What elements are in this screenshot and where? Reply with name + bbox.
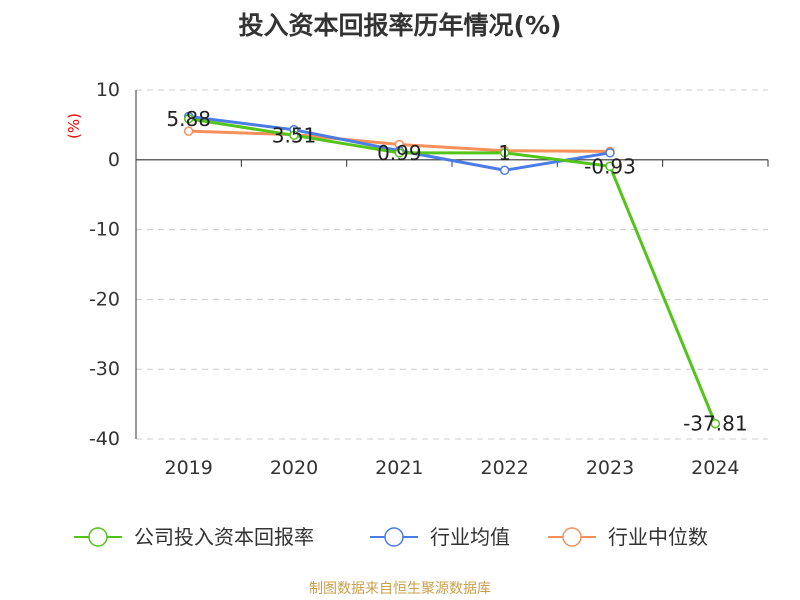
- data-point: [605, 161, 615, 172]
- series-line: [188, 117, 717, 425]
- data-point: [394, 148, 405, 158]
- data-label: 1: [498, 141, 511, 165]
- data-point: [605, 148, 615, 158]
- legend: 公司投入资本回报率 行业均值 行业中位数: [74, 525, 708, 549]
- y-tick-label: -10: [89, 219, 120, 241]
- data-source-note: 制图数据来自恒生聚源数据库: [309, 581, 491, 597]
- data-point: [183, 126, 194, 136]
- x-tick-label: 2024: [691, 457, 739, 479]
- data-point: [499, 148, 510, 158]
- legend-item: 公司投入资本回报率: [74, 525, 314, 549]
- legend-marker: [88, 527, 108, 547]
- x-tick-label: 2020: [270, 457, 318, 479]
- series-layer: [183, 111, 721, 429]
- data-point: [183, 114, 194, 124]
- legend-marker: [384, 527, 404, 547]
- data-label: -0.93: [584, 154, 636, 178]
- legend-label: 行业均值: [430, 525, 510, 549]
- data-point: [289, 130, 299, 141]
- y-tick-label: 10: [96, 79, 120, 101]
- x-tick-label: 2023: [586, 457, 634, 479]
- legend-label: 行业中位数: [608, 525, 708, 549]
- data-label: -37.81: [683, 412, 747, 436]
- data-point: [499, 165, 510, 176]
- x-tick-label: 2022: [480, 457, 528, 479]
- y-tick-label: 0: [108, 149, 120, 171]
- x-tick-label: 2021: [375, 457, 423, 479]
- chart-title: 投入资本回报率历年情况(%): [238, 11, 562, 40]
- y-tick-label: -20: [89, 288, 120, 310]
- legend-item: 行业均值: [370, 525, 510, 549]
- data-point: [710, 418, 721, 429]
- data-labels: 5.88 3.51 0.99 1 -0.93 -37.81: [166, 107, 747, 436]
- grid: [136, 89, 768, 440]
- legend-label: 公司投入资本回报率: [134, 525, 314, 549]
- data-label: 0.99: [377, 141, 422, 165]
- y-tick-label: -40: [89, 428, 120, 450]
- data-label: 5.88: [166, 107, 211, 131]
- y-tick-label: -30: [89, 358, 120, 380]
- data-label: 3.51: [272, 123, 317, 147]
- axes: 10 0 -10 -20 -30 -40 2019 2020 2021 2022 2023 2024 (…: [65, 79, 769, 479]
- x-tick-label: 2019: [164, 457, 212, 479]
- legend-item: 行业中位数: [548, 525, 708, 549]
- y-axis-unit: (%): [65, 113, 83, 139]
- legend-marker: [562, 527, 582, 547]
